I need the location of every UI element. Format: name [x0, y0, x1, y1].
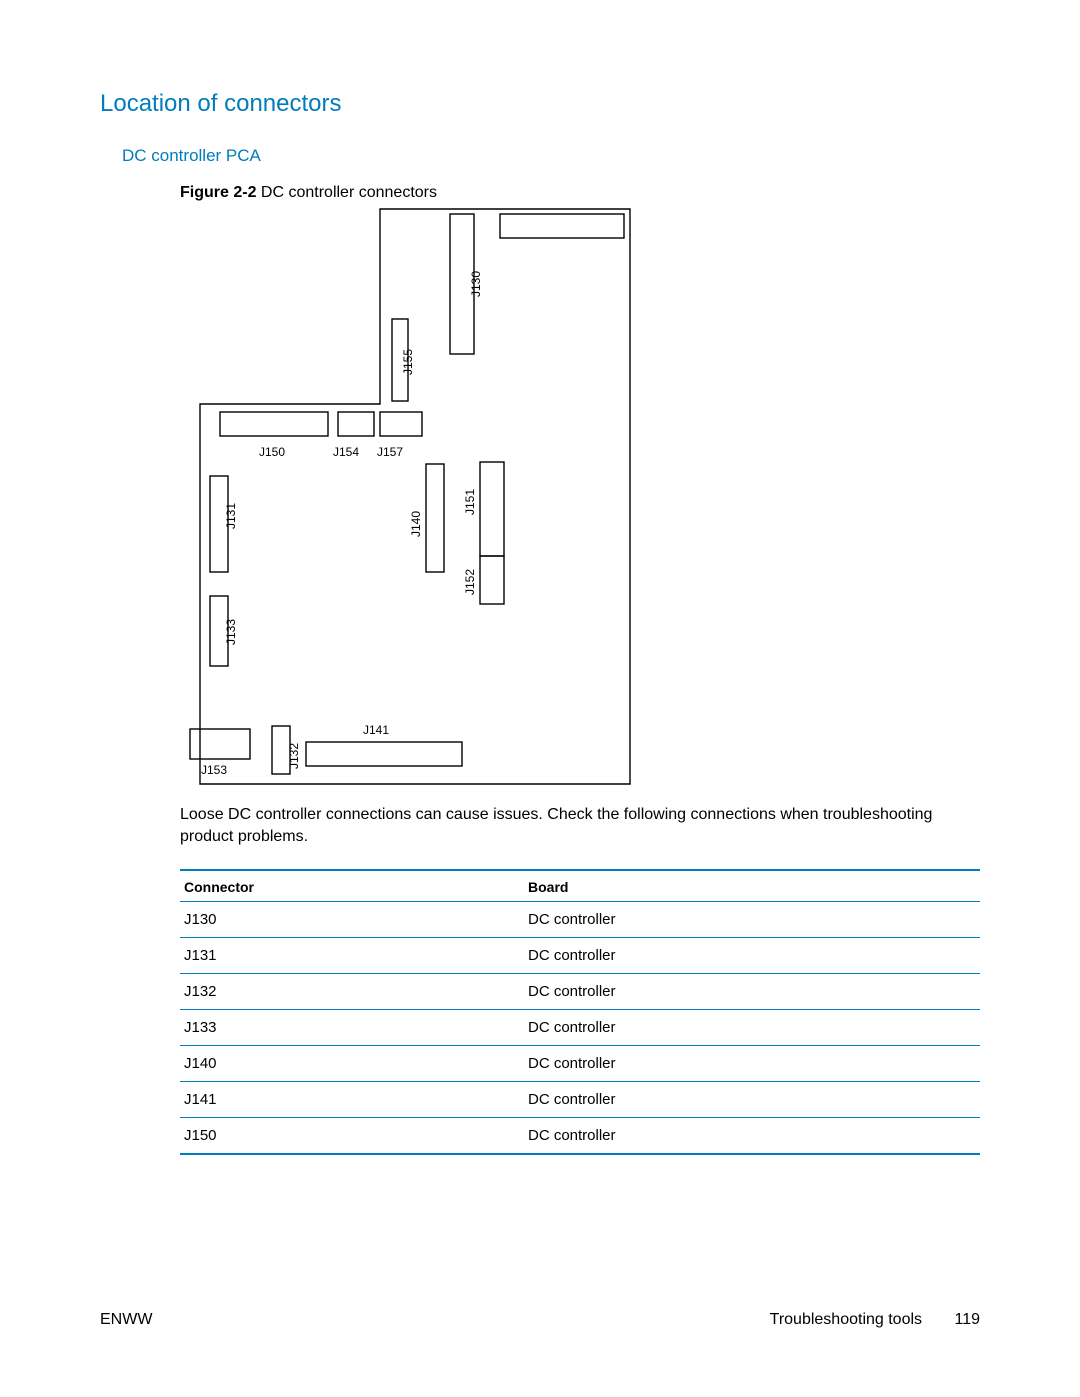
- table-row: J131DC controller: [180, 938, 980, 974]
- connector-label: J141: [363, 723, 389, 737]
- col-board: Board: [524, 870, 980, 902]
- table-cell: DC controller: [524, 1010, 980, 1046]
- connector-label: J152: [463, 569, 477, 595]
- footer-left: ENWW: [100, 1311, 152, 1329]
- connector-rect: [480, 556, 504, 604]
- subsection-heading: DC controller PCA: [122, 146, 980, 166]
- connector-rect: [190, 729, 250, 759]
- figure-label: Figure 2-2: [180, 184, 256, 201]
- table-cell: DC controller: [524, 938, 980, 974]
- connector-label: J157: [377, 445, 403, 459]
- table-cell: J133: [180, 1010, 524, 1046]
- table-row: J150DC controller: [180, 1118, 980, 1155]
- connector-rect: [380, 412, 422, 436]
- connector-label: J140: [409, 511, 423, 537]
- connector-table: Connector Board J130DC controllerJ131DC …: [180, 869, 980, 1155]
- table-cell: J141: [180, 1082, 524, 1118]
- table-row: J130DC controller: [180, 902, 980, 938]
- table-cell: J130: [180, 902, 524, 938]
- connector-label: J153: [201, 763, 227, 777]
- board-outline: [200, 209, 630, 784]
- connector-rect: [306, 742, 462, 766]
- col-connector: Connector: [180, 870, 524, 902]
- page-footer: ENWW Troubleshooting tools 119: [100, 1311, 980, 1329]
- table-cell: J131: [180, 938, 524, 974]
- table-cell: DC controller: [524, 1118, 980, 1155]
- connector-label: J133: [224, 619, 238, 645]
- pcb-diagram: J130 J155 J150 J154 J157 J131 J140 J151 J152 J133…: [180, 204, 640, 794]
- connector-rect: [220, 412, 328, 436]
- connector-label: J131: [224, 503, 238, 529]
- connector-label: J154: [333, 445, 359, 459]
- connector-rect: [500, 214, 624, 238]
- connector-label: J155: [401, 349, 415, 375]
- table-cell: DC controller: [524, 1046, 980, 1082]
- figure-title: DC controller connectors: [261, 184, 437, 201]
- figure-caption: Figure 2-2 DC controller connectors: [180, 184, 980, 202]
- footer-section: Troubleshooting tools: [770, 1311, 922, 1328]
- table-cell: DC controller: [524, 902, 980, 938]
- body-paragraph: Loose DC controller connections can caus…: [180, 804, 980, 847]
- table-row: J133DC controller: [180, 1010, 980, 1046]
- table-cell: DC controller: [524, 974, 980, 1010]
- page-number: 119: [954, 1311, 980, 1328]
- table-cell: J150: [180, 1118, 524, 1155]
- connector-label: J150: [259, 445, 285, 459]
- table-row: J140DC controller: [180, 1046, 980, 1082]
- connector-rect: [426, 464, 444, 572]
- connector-label: J132: [287, 743, 301, 769]
- table-cell: J140: [180, 1046, 524, 1082]
- table-row: J141DC controller: [180, 1082, 980, 1118]
- table-row: J132DC controller: [180, 974, 980, 1010]
- connector-rect: [338, 412, 374, 436]
- table-cell: DC controller: [524, 1082, 980, 1118]
- table-cell: J132: [180, 974, 524, 1010]
- connector-label: J130: [469, 271, 483, 297]
- connector-label: J151: [463, 489, 477, 515]
- connector-rect: [480, 462, 504, 556]
- section-heading: Location of connectors: [100, 90, 980, 118]
- table-header-row: Connector Board: [180, 870, 980, 902]
